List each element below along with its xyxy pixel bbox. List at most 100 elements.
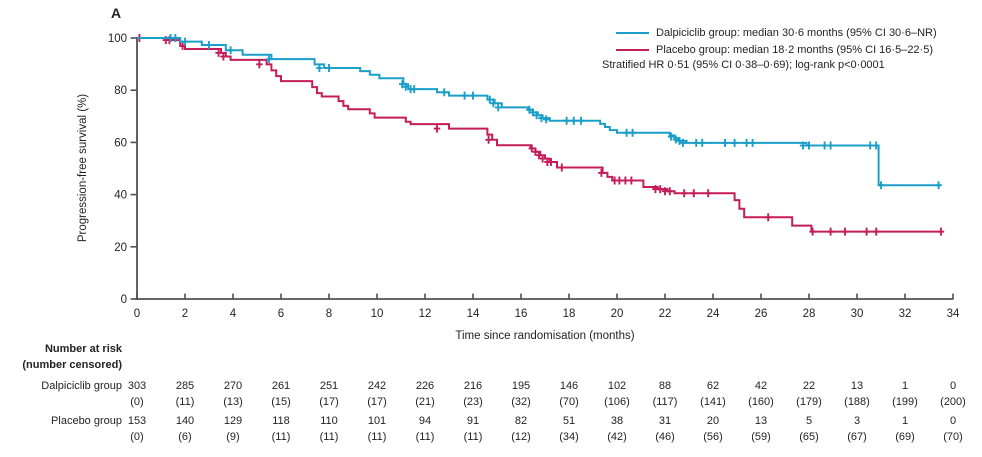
risk-table-header-line2: (number censored) <box>22 359 122 371</box>
censor-plus-icon <box>827 227 834 236</box>
censor-plus-icon <box>667 132 675 141</box>
censor-plus-icon <box>809 227 816 236</box>
censor-plus-icon <box>666 187 673 196</box>
censor-plus-icon <box>558 163 565 172</box>
x-tick-label: 28 <box>803 308 816 320</box>
risk-censored-cell: (65) <box>799 431 819 443</box>
x-tick-label: 8 <box>326 308 332 320</box>
risk-count-cell: 5 <box>805 415 813 427</box>
risk-censored-cell: (17) <box>319 396 339 408</box>
risk-censored-cell: (46) <box>655 431 675 443</box>
legend-entry-dalpiciclib: Dalpiciclib group: median 30·6 months (9… <box>616 26 937 40</box>
risk-count-cell: 51 <box>562 415 576 427</box>
y-tick-label: 40 <box>114 190 127 202</box>
x-tick-label: 18 <box>563 308 576 320</box>
risk-censored-cell: (179) <box>796 396 822 408</box>
censor-plus-icon <box>721 138 729 147</box>
risk-censored-cell: (11) <box>175 396 195 408</box>
risk-censored-cell: (9) <box>226 431 240 443</box>
risk-count-cell: 13 <box>754 415 768 427</box>
risk-count-cell: 3 <box>853 415 861 427</box>
risk-censored-cell: (200) <box>940 396 966 408</box>
censor-plus-icon <box>873 227 880 236</box>
risk-count-cell: 102 <box>607 380 627 392</box>
risk-censored-cell: (11) <box>271 431 291 443</box>
x-tick-label: 24 <box>707 308 720 320</box>
x-tick-label: 0 <box>134 308 140 320</box>
risk-count-cell: 146 <box>559 380 579 392</box>
censor-plus-icon <box>461 91 468 100</box>
risk-count-cell: 242 <box>367 380 387 392</box>
risk-censored-cell: (13) <box>223 396 243 408</box>
censor-plus-icon <box>676 136 683 145</box>
legend-entry-placebo: Placebo group: median 18·2 months (95% C… <box>616 43 933 57</box>
censor-plus-icon <box>256 60 263 69</box>
risk-censored-cell: (199) <box>892 396 918 408</box>
x-tick-label: 4 <box>230 308 237 320</box>
censor-plus-icon <box>577 116 585 125</box>
risk-row-label-placebo: Placebo group <box>51 415 122 427</box>
risk-censored-cell: (117) <box>652 396 678 408</box>
censor-plus-icon <box>690 189 697 198</box>
risk-censored-cell: (106) <box>604 396 630 408</box>
risk-censored-cell: (11) <box>319 431 339 443</box>
censor-plus-icon <box>441 88 448 97</box>
censor-plus-icon <box>543 115 550 124</box>
censor-plus-icon <box>172 34 179 42</box>
risk-censored-cell: (11) <box>367 431 387 443</box>
censor-plus-icon <box>538 114 545 123</box>
risk-count-cell: 0 <box>949 415 957 427</box>
risk-row-label-dalpiciclib: Dalpiciclib group <box>41 380 122 392</box>
censor-plus-icon <box>699 138 706 147</box>
x-tick-label: 2 <box>182 308 188 320</box>
x-tick-label: 32 <box>899 308 912 320</box>
risk-count-cell: 153 <box>127 415 147 427</box>
censor-plus-icon <box>402 82 409 91</box>
risk-censored-cell: (42) <box>607 431 627 443</box>
censor-plus-icon <box>657 185 664 194</box>
risk-censored-cell: (56) <box>703 431 723 443</box>
risk-censored-cell: (23) <box>463 396 483 408</box>
censor-plus-icon <box>265 55 273 64</box>
x-axis-title: Time since randomisation (months) <box>455 330 634 342</box>
risk-censored-cell: (70) <box>943 431 963 443</box>
censor-plus-icon <box>411 85 418 94</box>
x-tick-label: 34 <box>947 308 960 320</box>
censor-plus-icon <box>325 64 333 73</box>
censor-plus-icon <box>863 227 870 236</box>
censor-plus-icon <box>486 95 493 104</box>
censor-plus-icon <box>433 124 441 133</box>
x-tick-label: 22 <box>659 308 672 320</box>
risk-censored-cell: (12) <box>511 431 531 443</box>
legend-line-dalpiciclib-icon <box>616 32 649 34</box>
risk-censored-cell: (141) <box>700 396 726 408</box>
risk-count-cell: 285 <box>175 380 195 392</box>
censor-plus-icon <box>705 189 712 198</box>
risk-censored-cell: (69) <box>895 431 915 443</box>
risk-count-cell: 31 <box>658 415 672 427</box>
risk-censored-cell: (160) <box>748 396 774 408</box>
risk-count-cell: 216 <box>463 380 483 392</box>
km-chart: 0 2 4 6 8 10 12 14 16 18 20 22 24 26 28 30 32 34020406080… <box>77 33 960 342</box>
risk-count-cell: 261 <box>271 380 291 392</box>
risk-censored-cell: (188) <box>844 396 870 408</box>
risk-censored-cell: (6) <box>178 431 192 443</box>
panel-label: A <box>111 5 122 21</box>
risk-count-cell: 42 <box>754 380 768 392</box>
risk-censored-cell: (0) <box>130 431 144 443</box>
censor-plus-icon <box>623 128 630 137</box>
censor-marks-dalpiciclib <box>167 34 942 190</box>
censor-plus-icon <box>877 181 885 190</box>
risk-censored-cell: (11) <box>415 431 435 443</box>
censor-plus-icon <box>827 141 834 150</box>
censor-plus-icon <box>215 48 222 57</box>
risk-count-cell: 13 <box>850 380 864 392</box>
risk-count-cell: 270 <box>223 380 243 392</box>
risk-count-cell: 38 <box>610 415 624 427</box>
risk-censored-cell: (70) <box>559 396 579 408</box>
risk-count-cell: 82 <box>514 415 528 427</box>
censor-plus-icon <box>679 138 687 147</box>
x-tick-label: 14 <box>467 308 480 320</box>
censor-plus-icon <box>469 91 477 100</box>
